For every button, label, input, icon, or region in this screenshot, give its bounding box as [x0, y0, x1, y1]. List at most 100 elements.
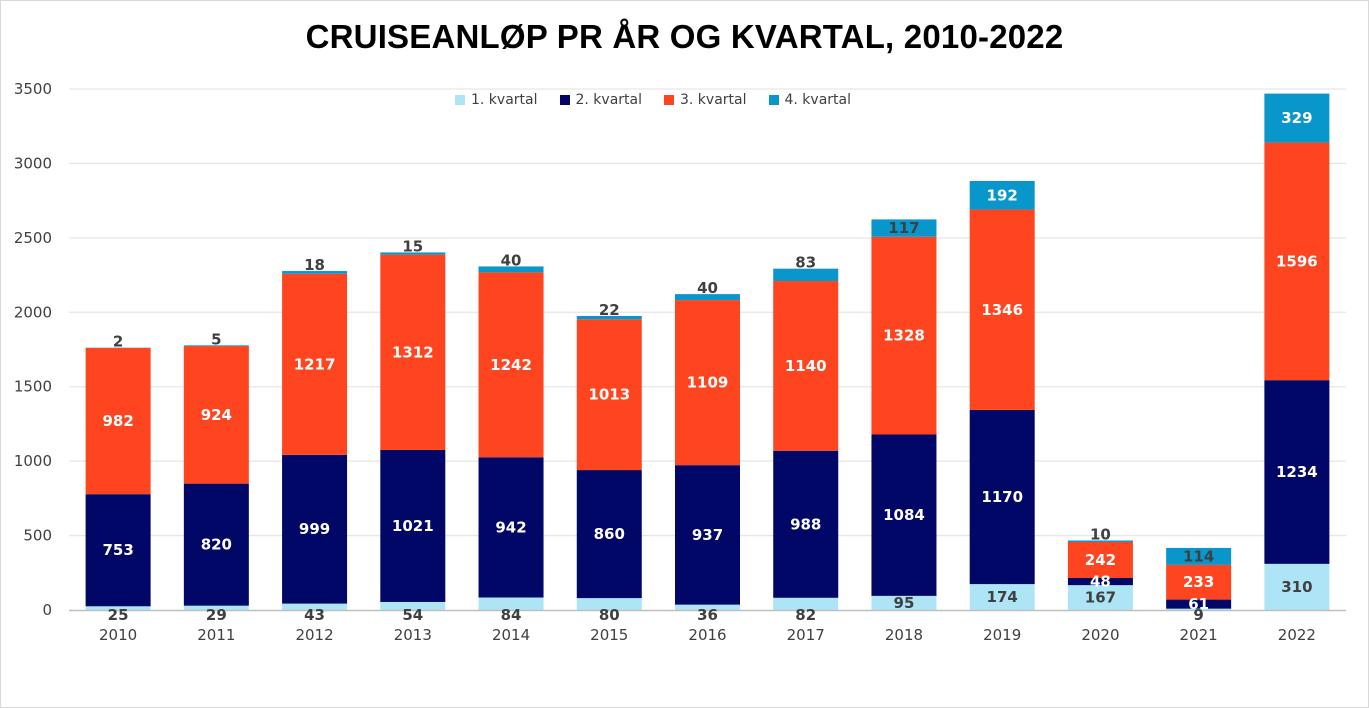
- data-label-2018-q4: 117: [888, 219, 919, 237]
- bar-segment-2013-q1: [380, 601, 446, 610]
- data-label-2011-q2: 820: [201, 536, 232, 554]
- bar-segment-2019-q3: [969, 209, 1035, 410]
- bar-segment-2013-q2: [380, 449, 446, 602]
- bar-segment-2011-q2: [183, 483, 249, 606]
- data-label-2014-q2: 942: [495, 518, 526, 536]
- bar-segment-2012-q4: [282, 271, 348, 274]
- x-tick-label: 2020: [1081, 626, 1119, 644]
- y-tick-label: 500: [23, 527, 52, 545]
- data-label-2020-q3: 242: [1085, 551, 1116, 569]
- data-label-2010-q3: 982: [102, 412, 133, 430]
- bar-segment-2012-q1: [282, 603, 348, 610]
- data-label-2020-q1: 167: [1085, 589, 1116, 607]
- data-label-2018-q2: 1084: [883, 506, 925, 524]
- x-tick-label: 2012: [295, 626, 333, 644]
- bar-segment-2017-q3: [773, 281, 839, 451]
- y-tick-label: 3500: [14, 80, 52, 98]
- legend-swatch-q3: [664, 95, 674, 105]
- data-label-2017-q2: 988: [790, 515, 821, 533]
- legend-label-q3: 3. kvartal: [680, 92, 747, 108]
- bar-segment-2017-q4: [773, 268, 839, 282]
- data-label-2016-q4: 40: [697, 279, 718, 297]
- data-label-2012-q4: 18: [304, 256, 325, 274]
- x-tick-label: 2016: [688, 626, 726, 644]
- legend-label-q1: 1. kvartal: [471, 92, 538, 108]
- legend-label-q4: 4. kvartal: [784, 92, 852, 108]
- bar-segment-2022-q1: [1264, 563, 1330, 610]
- data-label-2016-q1: 36: [697, 606, 718, 624]
- data-label-2019-q3: 1346: [981, 301, 1023, 319]
- data-label-2021-q2: 61: [1188, 595, 1209, 613]
- legend-item-q4: 4. kvartal: [768, 92, 852, 108]
- data-label-2018-q3: 1328: [883, 327, 925, 345]
- data-label-2022-q1: 310: [1281, 578, 1312, 596]
- data-label-2013-q4: 15: [402, 237, 423, 255]
- data-label-2016-q2: 937: [692, 526, 723, 544]
- bar-segment-2012-q3: [282, 273, 348, 455]
- bar-segment-2010-q1: [85, 606, 151, 610]
- data-label-2019-q2: 1170: [981, 488, 1023, 506]
- legend-swatch-q4: [768, 95, 779, 105]
- data-label-2020-q2: 48: [1090, 573, 1111, 591]
- data-label-2013-q2: 1021: [392, 517, 434, 535]
- data-label-2022-q4: 329: [1281, 109, 1312, 127]
- data-label-2015-q1: 80: [599, 606, 620, 624]
- data-label-2010-q2: 753: [102, 541, 133, 559]
- x-tick-label: 2013: [394, 626, 432, 644]
- bar-segment-2020-q1: [1067, 585, 1133, 610]
- bar-segment-2015-q4: [576, 316, 642, 320]
- bar-segment-2014-q1: [478, 597, 544, 610]
- y-tick-label: 3000: [14, 154, 52, 172]
- data-label-2012-q2: 999: [299, 520, 330, 538]
- bar-segment-2013-q3: [380, 254, 446, 450]
- bar-segment-2018-q3: [871, 236, 937, 435]
- data-label-2014-q3: 1242: [490, 356, 532, 374]
- bar-segment-2021-q3: [1166, 564, 1232, 600]
- x-tick-label: 2011: [197, 626, 235, 644]
- x-tick-label: 2015: [590, 626, 628, 644]
- bar-segment-2021-q2: [1166, 599, 1232, 609]
- data-label-2015-q2: 860: [594, 525, 625, 543]
- data-label-2017-q3: 1140: [785, 357, 827, 375]
- y-tick-label: 1500: [14, 378, 52, 396]
- data-label-2022-q3: 1596: [1276, 252, 1318, 270]
- bar-segment-2010-q3: [85, 348, 151, 495]
- data-label-2010-q4: 2: [113, 333, 123, 351]
- bar-segment-2020-q3: [1067, 541, 1133, 578]
- bar-segment-2019-q2: [969, 409, 1035, 585]
- x-tick-label: 2019: [983, 626, 1021, 644]
- data-label-2014-q1: 84: [501, 606, 522, 624]
- data-label-2012-q1: 43: [304, 606, 325, 624]
- data-label-2015-q4: 22: [599, 301, 620, 319]
- bar-segment-2018-q2: [871, 434, 937, 596]
- data-label-2021-q1: 9: [1193, 606, 1203, 624]
- data-label-2016-q3: 1109: [687, 374, 729, 392]
- x-tick-label: 2018: [885, 626, 923, 644]
- x-tick-label: 2014: [492, 626, 530, 644]
- data-label-2015-q3: 1013: [588, 386, 630, 404]
- bar-segment-2017-q2: [773, 450, 839, 598]
- x-tick-label: 2022: [1278, 626, 1316, 644]
- bar-segment-2011-q3: [183, 346, 249, 484]
- data-label-2011-q4: 5: [211, 330, 221, 348]
- data-label-2013-q3: 1312: [392, 343, 434, 361]
- bar-segment-2017-q1: [773, 597, 839, 610]
- x-tick-label: 2021: [1180, 626, 1218, 644]
- bar-segment-2019-q4: [969, 180, 1035, 210]
- bar-segment-2018-q4: [871, 219, 937, 237]
- data-label-2017-q4: 83: [795, 254, 816, 272]
- bar-segment-2022-q3: [1264, 142, 1330, 381]
- legend-label-q2: 2. kvartal: [575, 92, 643, 108]
- bar-segment-2014-q3: [478, 272, 544, 458]
- bar-segment-2011-q4: [183, 345, 249, 347]
- bar-segment-2014-q2: [478, 457, 544, 598]
- chart-title: CRUISEANLØP PR ÅR OG KVARTAL, 2010-2022: [305, 18, 1064, 55]
- data-label-2011-q1: 29: [206, 606, 227, 624]
- bar-segment-2016-q1: [675, 604, 740, 610]
- bar-segment-2016-q3: [675, 300, 740, 466]
- y-tick-label: 1000: [14, 452, 52, 470]
- bar-segment-2014-q4: [478, 266, 544, 273]
- data-label-2012-q3: 1217: [294, 355, 336, 373]
- data-label-2021-q4: 114: [1183, 547, 1214, 565]
